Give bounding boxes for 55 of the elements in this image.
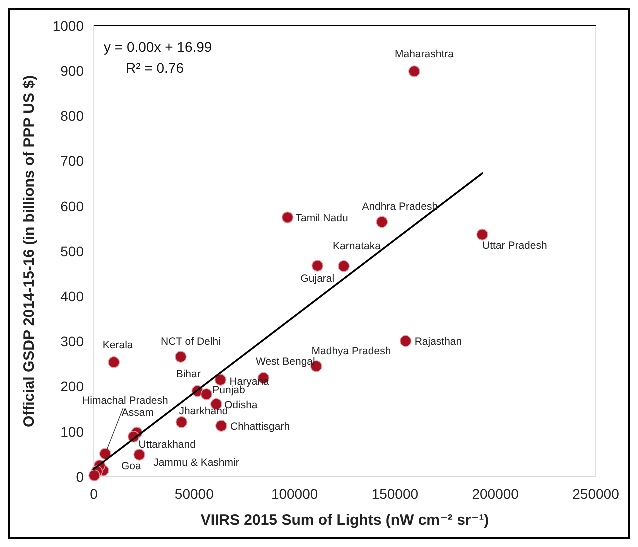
annotation: Uttarakhand bbox=[138, 438, 196, 451]
y-tick-label: 300 bbox=[60, 334, 84, 350]
y-tick-label: 700 bbox=[60, 153, 84, 170]
annotation: Karnataka bbox=[333, 240, 382, 252]
annotation: Andhra Pradesh bbox=[362, 201, 438, 214]
annotation: NCT of Delhi bbox=[160, 336, 221, 348]
annotation: y = 0.00x + 16.99 bbox=[104, 39, 212, 55]
y-tick-label: 400 bbox=[60, 288, 84, 304]
annotation: Himachal Pradesh bbox=[82, 395, 168, 407]
annotation: West Bengal bbox=[256, 356, 316, 368]
y-tick-label: 800 bbox=[60, 108, 84, 124]
annotation: Chhattisgarh bbox=[230, 421, 290, 434]
y-tick-label: 600 bbox=[60, 198, 84, 214]
annotation: Gujaral bbox=[300, 272, 335, 285]
x-tick-label: 50000 bbox=[174, 486, 214, 502]
point bbox=[282, 212, 294, 224]
point bbox=[338, 260, 350, 272]
x-tick-label: 200000 bbox=[472, 486, 520, 502]
point bbox=[88, 470, 100, 482]
x-tick-label: 150000 bbox=[372, 486, 419, 502]
y-tick-label: 500 bbox=[60, 243, 84, 260]
point bbox=[476, 228, 488, 241]
point bbox=[200, 388, 213, 400]
point bbox=[175, 351, 187, 363]
annotation: Maharashtra bbox=[395, 48, 454, 61]
point bbox=[214, 374, 227, 386]
annotation: Uttar Pradesh bbox=[482, 240, 548, 252]
y-axis-title: Official GSDP 2014-15-16 (in billions of PPP US $) bbox=[21, 75, 38, 428]
annotation: Madhya Pradesh bbox=[312, 346, 392, 358]
point bbox=[376, 216, 388, 228]
annotation: Bihar bbox=[176, 368, 202, 380]
y-tick-label: 200 bbox=[60, 378, 84, 395]
annotation: Tamil Nadu bbox=[296, 212, 348, 225]
x-tick-label: 0 bbox=[90, 486, 98, 502]
y-tick-label: 1000 bbox=[52, 18, 84, 34]
x-axis-title: VIIRS 2015 Sum of Lights (nW cm⁻² sr⁻¹) bbox=[200, 512, 490, 529]
annotation: Goa bbox=[121, 460, 142, 473]
x-tick-label: 250000 bbox=[572, 486, 620, 502]
annotation: Jammu & Kashmir bbox=[154, 456, 240, 469]
y-tick-label: 100 bbox=[60, 424, 84, 440]
point bbox=[134, 449, 146, 461]
point bbox=[216, 420, 228, 432]
point bbox=[408, 66, 420, 78]
point bbox=[400, 335, 412, 348]
y-tick-label: 0 bbox=[76, 468, 84, 485]
annotation: Assam bbox=[122, 406, 154, 419]
annotation: Kerala bbox=[102, 339, 134, 352]
x-tick-label: 100000 bbox=[271, 486, 318, 502]
annotation: R² = 0.76 bbox=[126, 60, 184, 76]
point bbox=[100, 448, 112, 460]
annotation: Rajasthan bbox=[414, 336, 462, 348]
point bbox=[108, 356, 120, 368]
y-tick-label: 900 bbox=[60, 63, 84, 79]
point bbox=[176, 416, 188, 428]
point bbox=[312, 260, 324, 272]
